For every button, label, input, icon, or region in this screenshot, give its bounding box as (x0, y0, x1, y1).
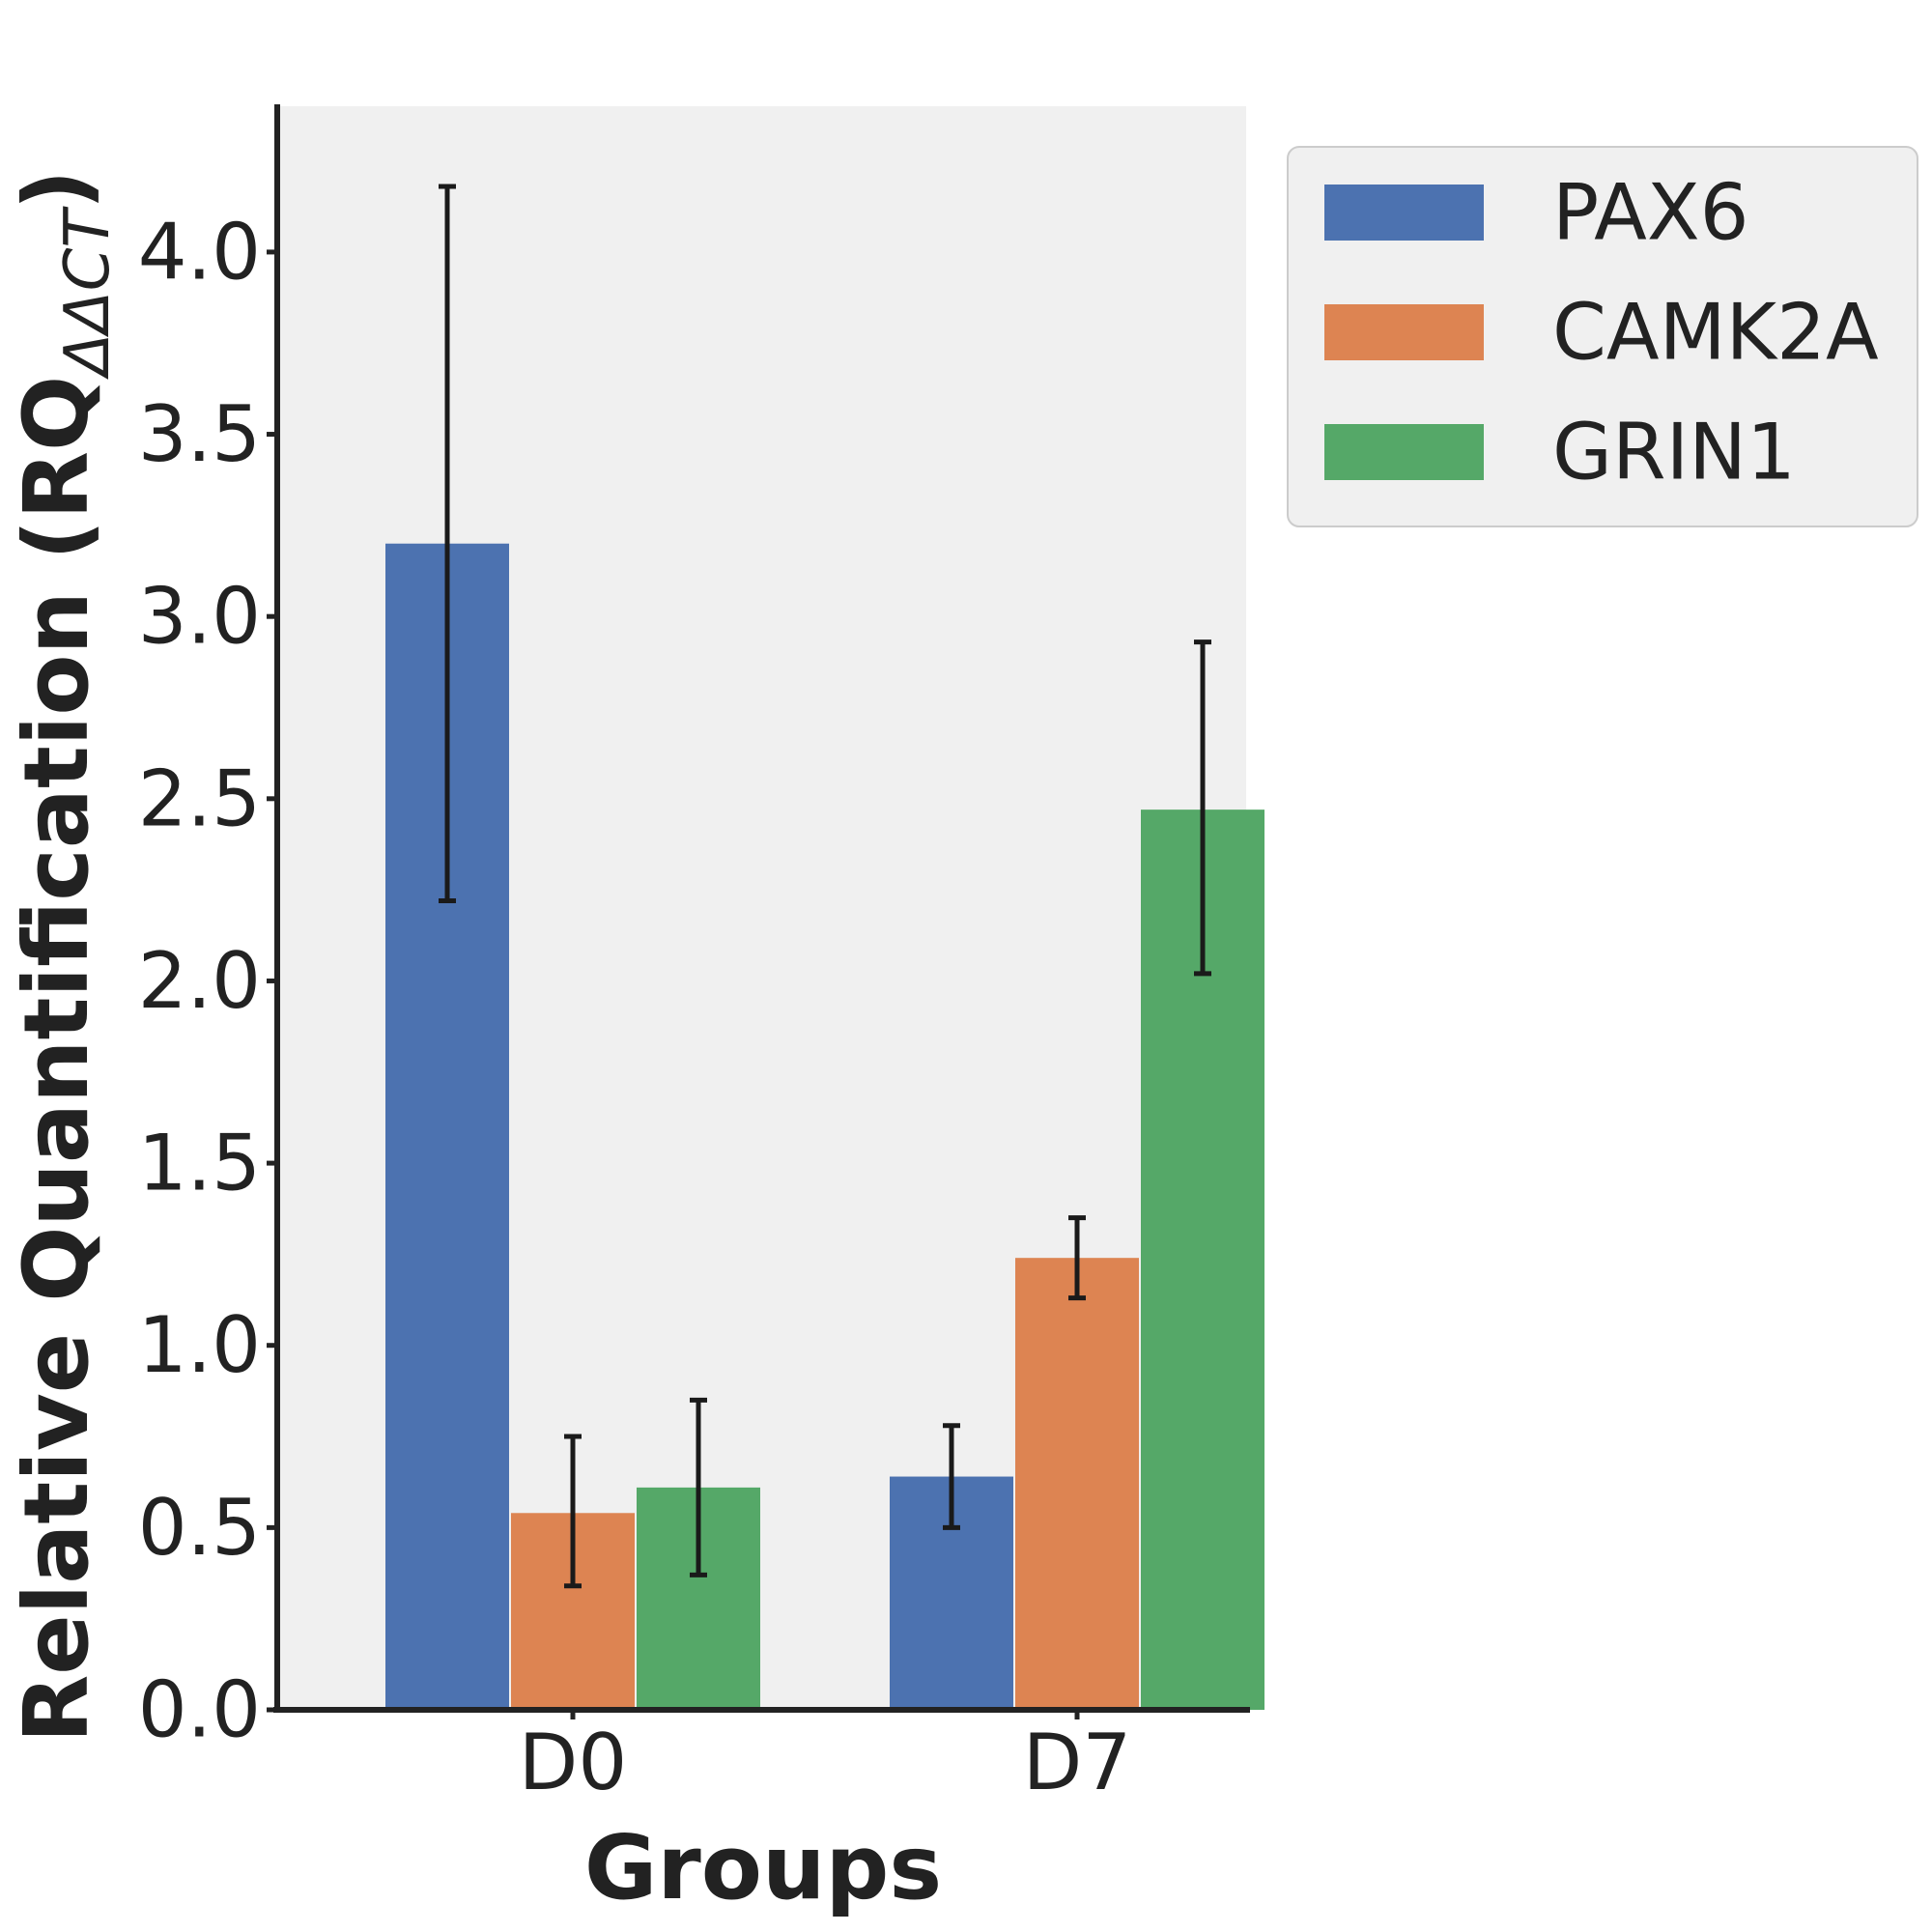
legend-swatch (1324, 304, 1484, 360)
legend-label: GRIN1 (1552, 408, 1796, 497)
y-tick: 0.0 (138, 1665, 277, 1755)
legend-item-camk2a: CAMK2A (1324, 288, 1879, 378)
x-tick-label: D0 (519, 1718, 628, 1807)
y-tick-label: 2.5 (138, 753, 261, 843)
y-tick-label: 1.0 (138, 1300, 261, 1390)
x-tick: D0 (519, 1710, 628, 1807)
legend-swatch (1324, 185, 1484, 241)
y-tick-label: 1.5 (138, 1119, 261, 1208)
legend-label: CAMK2A (1552, 288, 1879, 378)
error-bars-layer (439, 184, 1211, 1589)
y-tick-label: 4.0 (138, 207, 261, 297)
axes-layer (273, 104, 1250, 1713)
y-tick-label: 3.0 (138, 572, 261, 662)
y-tick: 2.0 (138, 936, 277, 1026)
legend-swatch (1324, 424, 1484, 480)
legend-item-pax6: PAX6 (1324, 168, 1749, 258)
y-tick-label: 0.5 (138, 1483, 261, 1573)
legend-items: PAX6 CAMK2A GRIN1 (1324, 168, 1879, 497)
y-axis-title-close: ) (5, 169, 108, 210)
y-axis-title: Relative Quantification (RQΔΔCT) (5, 169, 124, 1743)
error-bar-pax6-d7 (943, 1423, 960, 1530)
x-ticks-layer: D0 D7 (519, 1710, 1132, 1807)
y-tick: 1.5 (138, 1119, 277, 1208)
y-tick-label: 0.0 (138, 1665, 261, 1755)
legend: PAX6 CAMK2A GRIN1 (1287, 146, 1918, 527)
x-axis-title: Groups (584, 1816, 942, 1919)
error-bar-camk2a-d0 (564, 1434, 582, 1589)
x-tick: D7 (1023, 1710, 1132, 1807)
legend-label: PAX6 (1552, 168, 1749, 258)
y-tick: 2.5 (138, 753, 277, 843)
y-tick-label: 2.0 (138, 936, 261, 1026)
error-bar-grin1-d0 (690, 1397, 707, 1577)
y-axis-title-subscript: ΔΔCT (52, 206, 124, 381)
bars-layer (385, 543, 1264, 1710)
error-bar-camk2a-d7 (1068, 1215, 1086, 1301)
y-tick: 1.0 (138, 1300, 277, 1390)
y-ticks-layer: 0.0 0.5 1.0 1.5 2.0 2.5 3.0 3.5 4.0 (138, 207, 277, 1755)
x-tick-label: D7 (1023, 1718, 1132, 1807)
legend-item-grin1: GRIN1 (1324, 408, 1796, 497)
y-tick-label: 3.5 (138, 389, 261, 479)
error-bar-pax6-d0 (439, 184, 456, 903)
y-tick: 3.5 (138, 389, 277, 479)
y-axis-title-main: Relative Quantification (RQ (5, 376, 108, 1744)
error-bar-grin1-d7 (1194, 639, 1211, 977)
bar-camk2a-d7 (1015, 1258, 1139, 1710)
y-tick: 4.0 (138, 207, 277, 297)
y-tick: 0.5 (138, 1483, 277, 1573)
y-tick: 3.0 (138, 572, 277, 662)
